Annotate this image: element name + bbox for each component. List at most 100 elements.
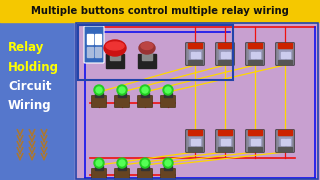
Bar [141, 166, 149, 170]
Bar [110, 52, 120, 60]
Bar [196, 139, 200, 145]
Ellipse shape [104, 40, 126, 56]
Bar [191, 139, 195, 145]
FancyBboxPatch shape [138, 96, 153, 107]
Text: Circuit: Circuit [8, 80, 52, 93]
Bar [248, 130, 262, 135]
FancyBboxPatch shape [276, 130, 294, 152]
Bar [248, 60, 262, 64]
Bar [249, 50, 261, 60]
Bar [191, 52, 195, 58]
Circle shape [163, 85, 173, 95]
FancyBboxPatch shape [138, 168, 153, 180]
Bar [218, 147, 232, 151]
Bar [87, 34, 93, 44]
FancyBboxPatch shape [161, 96, 175, 107]
Bar [251, 52, 255, 58]
Text: Relay: Relay [8, 42, 44, 55]
Bar [75, 22, 320, 180]
Bar [164, 93, 172, 97]
FancyBboxPatch shape [161, 168, 175, 180]
FancyBboxPatch shape [186, 130, 204, 152]
Bar [226, 139, 230, 145]
Bar [226, 52, 230, 58]
Bar [221, 52, 225, 58]
Bar [95, 166, 103, 170]
Bar [95, 47, 101, 57]
Bar [189, 50, 201, 60]
Bar [142, 52, 152, 60]
Circle shape [163, 158, 173, 168]
Bar [138, 54, 156, 68]
Circle shape [117, 85, 127, 95]
Ellipse shape [139, 42, 155, 54]
Bar [278, 147, 292, 151]
Bar [278, 130, 292, 135]
Bar [279, 137, 291, 147]
Bar [0, 0, 320, 22]
Bar [218, 130, 232, 135]
FancyBboxPatch shape [246, 43, 264, 65]
Bar [196, 52, 200, 58]
Circle shape [165, 160, 171, 166]
Bar [218, 43, 232, 48]
Bar [95, 34, 101, 44]
Circle shape [119, 160, 125, 166]
Text: Holding: Holding [8, 60, 59, 73]
Circle shape [140, 85, 150, 95]
Bar [219, 50, 231, 60]
Circle shape [94, 85, 104, 95]
Circle shape [96, 160, 102, 166]
Bar [286, 139, 290, 145]
Bar [279, 50, 291, 60]
Bar [286, 52, 290, 58]
Bar [188, 43, 202, 48]
FancyBboxPatch shape [115, 168, 130, 180]
Bar [281, 52, 285, 58]
Bar [221, 139, 225, 145]
Bar [248, 147, 262, 151]
Bar [219, 137, 231, 147]
Bar [87, 47, 93, 57]
FancyBboxPatch shape [92, 168, 107, 180]
Circle shape [142, 160, 148, 166]
FancyBboxPatch shape [216, 43, 234, 65]
Bar [118, 93, 126, 97]
Bar [248, 43, 262, 48]
Circle shape [142, 87, 148, 93]
Circle shape [140, 158, 150, 168]
Bar [249, 137, 261, 147]
Bar [281, 139, 285, 145]
Circle shape [165, 87, 171, 93]
Bar [256, 52, 260, 58]
Text: Wiring: Wiring [8, 98, 52, 111]
Bar [141, 93, 149, 97]
Text: Multiple buttons control multiple relay wiring: Multiple buttons control multiple relay … [31, 6, 289, 16]
Ellipse shape [141, 42, 153, 50]
Bar [189, 137, 201, 147]
FancyBboxPatch shape [186, 43, 204, 65]
FancyBboxPatch shape [216, 130, 234, 152]
FancyBboxPatch shape [92, 96, 107, 107]
Bar [164, 166, 172, 170]
Bar [188, 130, 202, 135]
FancyBboxPatch shape [246, 130, 264, 152]
Bar [188, 147, 202, 151]
Bar [188, 60, 202, 64]
Bar [118, 166, 126, 170]
Bar [106, 54, 124, 68]
Bar [95, 93, 103, 97]
Circle shape [96, 87, 102, 93]
Ellipse shape [106, 42, 124, 50]
Circle shape [117, 158, 127, 168]
Bar [278, 60, 292, 64]
FancyBboxPatch shape [276, 43, 294, 65]
Bar [0, 22, 75, 180]
Circle shape [94, 158, 104, 168]
FancyBboxPatch shape [84, 26, 104, 63]
Bar [251, 139, 255, 145]
FancyBboxPatch shape [115, 96, 130, 107]
Circle shape [119, 87, 125, 93]
Bar [256, 139, 260, 145]
Bar [278, 43, 292, 48]
